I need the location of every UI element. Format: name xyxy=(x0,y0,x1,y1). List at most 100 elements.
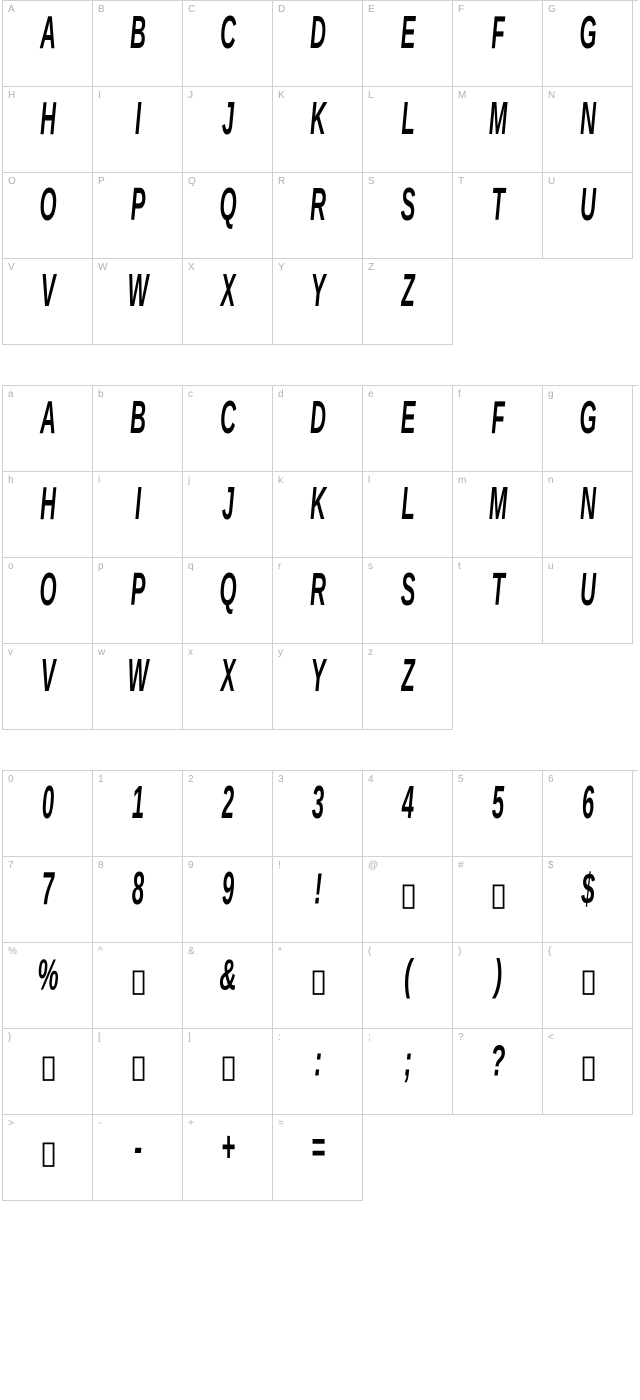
glyph-cell: ^▯ xyxy=(93,943,183,1029)
cell-label: R xyxy=(278,176,285,187)
cell-label: o xyxy=(8,561,14,572)
glyph-cell: yY xyxy=(273,644,363,730)
cell-label: z xyxy=(368,647,373,658)
cell-label: v xyxy=(8,647,13,658)
cell-label: j xyxy=(188,475,190,486)
glyph-cell: CC xyxy=(183,1,273,87)
cell-label: P xyxy=(98,176,105,187)
glyph-display: K xyxy=(293,94,342,146)
glyph-cell: AA xyxy=(3,1,93,87)
glyph-cell: bB xyxy=(93,386,183,472)
cell-label: O xyxy=(8,176,16,187)
glyph-display: ; xyxy=(381,1037,434,1087)
glyph-display: ) xyxy=(471,951,524,1001)
glyph-display: U xyxy=(563,180,612,232)
cell-label: X xyxy=(188,262,195,273)
cell-label: W xyxy=(98,262,107,273)
glyph-cell: )) xyxy=(453,943,543,1029)
glyph-cell: II xyxy=(93,87,183,173)
glyph-cell: DD xyxy=(273,1,363,87)
cell-label: w xyxy=(98,647,105,658)
glyph-display: = xyxy=(291,1123,344,1173)
cell-label: a xyxy=(8,389,14,400)
glyph-cell: PP xyxy=(93,173,183,259)
glyph-display: D xyxy=(293,8,342,60)
glyph-display: ▯ xyxy=(273,961,362,999)
cell-label: % xyxy=(8,946,17,957)
glyph-display: ▯ xyxy=(93,1047,182,1085)
glyph-display: Y xyxy=(293,651,342,703)
glyph-display: J xyxy=(203,94,252,146)
cell-label: t xyxy=(458,561,461,572)
glyph-cell: HH xyxy=(3,87,93,173)
glyph-display: I xyxy=(113,94,162,146)
cell-label: & xyxy=(188,946,195,957)
glyph-cell: GG xyxy=(543,1,633,87)
cell-label: q xyxy=(188,561,194,572)
glyph-display: O xyxy=(23,180,72,232)
glyph-cell: LL xyxy=(363,87,453,173)
glyph-cell: oO xyxy=(3,558,93,644)
glyph-cell: WW xyxy=(93,259,183,345)
glyph-cell: >▯ xyxy=(3,1115,93,1201)
cell-label: [ xyxy=(98,1032,101,1043)
cell-label: B xyxy=(98,4,105,15)
glyph-display: I xyxy=(113,479,162,531)
cell-label: K xyxy=(278,90,285,101)
glyph-display: X xyxy=(203,266,252,318)
cell-label: 4 xyxy=(368,774,374,785)
glyph-cell: MM xyxy=(453,87,543,173)
glyph-display: C xyxy=(203,8,252,60)
glyph-display: ! xyxy=(291,865,344,915)
cell-label: T xyxy=(458,176,464,187)
cell-label: i xyxy=(98,475,100,486)
glyph-cell: ?? xyxy=(453,1029,543,1115)
glyph-display: - xyxy=(111,1123,164,1173)
glyph-cell: zZ xyxy=(363,644,453,730)
glyph-display: R xyxy=(293,180,342,232)
glyph-cell: RR xyxy=(273,173,363,259)
glyph-grid: aAbBcCdDeEfFgGhHiIjJkKlLmMnNoOpPqQrRsStT… xyxy=(2,385,638,730)
cell-label: S xyxy=(368,176,375,187)
glyph-cell: YY xyxy=(273,259,363,345)
glyph-cell: {▯ xyxy=(543,943,633,1029)
glyph-display: ▯ xyxy=(363,875,452,913)
glyph-display: F xyxy=(473,8,522,60)
cell-label: @ xyxy=(368,860,378,871)
cell-label: ! xyxy=(278,860,281,871)
cell-label: d xyxy=(278,389,284,400)
glyph-cell: cC xyxy=(183,386,273,472)
glyph-display: J xyxy=(203,479,252,531)
glyph-cell: 11 xyxy=(93,771,183,857)
cell-label: y xyxy=(278,647,283,658)
glyph-cell: 33 xyxy=(273,771,363,857)
glyph-display: S xyxy=(383,180,432,232)
glyph-cell: QQ xyxy=(183,173,273,259)
cell-label: > xyxy=(8,1118,14,1129)
glyph-display: Q xyxy=(203,180,252,232)
cell-label: ; xyxy=(368,1032,371,1043)
cell-label: D xyxy=(278,4,285,15)
glyph-cell: XX xyxy=(183,259,273,345)
glyph-cell: [▯ xyxy=(93,1029,183,1115)
glyph-display: C xyxy=(203,393,252,445)
glyph-display: : xyxy=(291,1037,344,1087)
cell-label: - xyxy=(98,1118,101,1129)
glyph-cell: wW xyxy=(93,644,183,730)
cell-label: Q xyxy=(188,176,196,187)
glyph-display: H xyxy=(23,479,72,531)
glyph-display: F xyxy=(473,393,522,445)
glyph-cell: UU xyxy=(543,173,633,259)
section-numbers-symbols: 00112233445566778899!!@▯#▯$$%%^▯&&*▯(())… xyxy=(2,770,638,1201)
cell-label: : xyxy=(278,1032,281,1043)
section-uppercase: AABBCCDDEEFFGGHHIIJJKKLLMMNNOOPPQQRRSSTT… xyxy=(2,0,638,345)
glyph-display: X xyxy=(203,651,252,703)
cell-label: N xyxy=(548,90,555,101)
glyph-cell: @▯ xyxy=(363,857,453,943)
glyph-cell: == xyxy=(273,1115,363,1201)
empty-cell xyxy=(543,1115,633,1201)
glyph-display: S xyxy=(383,565,432,617)
section-lowercase: aAbBcCdDeEfFgGhHiIjJkKlLmMnNoOpPqQrRsStT… xyxy=(2,385,638,730)
glyph-display: 6 xyxy=(563,778,612,830)
glyph-cell: 44 xyxy=(363,771,453,857)
